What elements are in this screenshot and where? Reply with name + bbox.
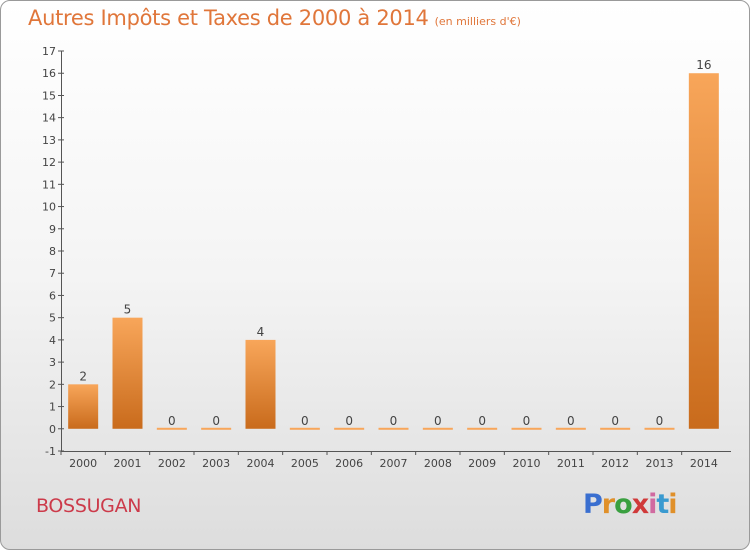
y-tick-label: 6 (49, 289, 56, 302)
x-tick-label: 2007 (380, 457, 408, 470)
bar (600, 427, 631, 430)
y-tick-label: 14 (42, 112, 56, 125)
x-tick-label: 2013 (646, 457, 674, 470)
data-label: 0 (212, 414, 220, 428)
y-tick-label: 10 (42, 201, 56, 214)
logo-letter: i (668, 489, 677, 520)
bar (334, 427, 365, 430)
data-label: 2 (79, 369, 87, 383)
x-tick-label: 2000 (69, 457, 97, 470)
y-tick-label: 4 (49, 334, 56, 347)
x-tick-label: 2004 (247, 457, 275, 470)
bar (289, 427, 320, 430)
logo-letter: r (601, 489, 615, 520)
x-tick-label: 2009 (468, 457, 496, 470)
data-labels: 2 5 0 0 4 0 0 0 0 0 0 0 0 0 16 (79, 58, 711, 428)
bars (68, 73, 719, 430)
chart-title: Autres Impôts et Taxes de 2000 à 2014 (28, 6, 429, 30)
data-label: 0 (168, 414, 176, 428)
bar (644, 427, 675, 430)
y-tick-label: 16 (42, 67, 56, 80)
data-label: 0 (567, 414, 575, 428)
bar (378, 427, 409, 430)
y-tick-label: 15 (42, 89, 56, 102)
bar (112, 317, 143, 429)
y-tick-label: 8 (49, 245, 56, 258)
proxiti-logo: Proxiti (583, 489, 678, 520)
y-tick-label: 1 (49, 401, 56, 414)
data-label: 5 (124, 303, 132, 317)
bar (555, 427, 586, 430)
y-tick-label: 9 (49, 223, 56, 236)
data-label: 0 (611, 414, 619, 428)
bar (422, 427, 453, 430)
bar (156, 427, 187, 430)
bar (467, 427, 498, 430)
data-label: 0 (656, 414, 664, 428)
bar (68, 384, 99, 429)
data-label: 0 (434, 414, 442, 428)
y-tick-label: 17 (42, 45, 56, 58)
y-tick-label: -1 (45, 445, 56, 458)
data-label: 4 (257, 325, 265, 339)
x-tick-label: 2001 (114, 457, 142, 470)
x-tick-label: 2006 (335, 457, 363, 470)
data-label: 0 (390, 414, 398, 428)
logo-letter: t (656, 489, 669, 520)
x-tick-label: 2005 (291, 457, 319, 470)
data-label: 0 (478, 414, 486, 428)
logo-letter: o (614, 489, 633, 520)
data-label: 0 (301, 414, 309, 428)
y-tick-label: 11 (42, 178, 56, 191)
x-tick-label: 2010 (513, 457, 541, 470)
x-tick-label: 2012 (601, 457, 629, 470)
x-tick-label: 2011 (557, 457, 585, 470)
bar (245, 339, 276, 429)
y-tick-label: 13 (42, 134, 56, 147)
y-tick-label: 3 (49, 356, 56, 369)
x-tick-label: 2003 (202, 457, 230, 470)
commune-name: BOSSUGAN (36, 495, 142, 517)
y-tick-label: 2 (49, 378, 56, 391)
logo-letter: x (631, 489, 649, 520)
data-label: 0 (523, 414, 531, 428)
x-tick-label: 2014 (690, 457, 718, 470)
bar (688, 73, 719, 429)
y-tick-label: 5 (49, 312, 56, 325)
y-tick-label: 7 (49, 267, 56, 280)
bar (201, 427, 232, 430)
chart-subtitle: (en milliers d'€) (434, 15, 521, 28)
logo-letter: i (648, 489, 657, 520)
data-label: 0 (345, 414, 353, 428)
bar (511, 427, 542, 430)
logo-letter: P (583, 489, 603, 520)
y-tick-label: 12 (42, 156, 56, 169)
x-tick-label: 2008 (424, 457, 452, 470)
y-tick-label: 0 (49, 423, 56, 436)
chart-title-block: Autres Impôts et Taxes de 2000 à 2014 (en… (28, 6, 521, 30)
data-label: 16 (696, 58, 711, 72)
x-tick-label: 2002 (158, 457, 186, 470)
